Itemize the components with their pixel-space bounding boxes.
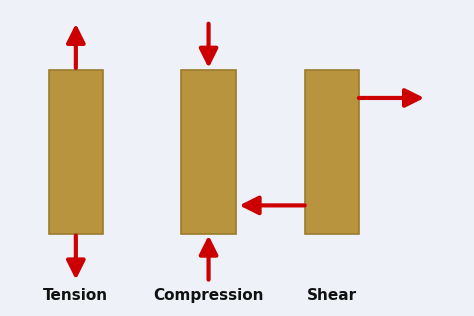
Text: Shear: Shear bbox=[307, 288, 357, 303]
Bar bbox=[48, 70, 103, 234]
Text: Tension: Tension bbox=[43, 288, 109, 303]
Text: Compression: Compression bbox=[153, 288, 264, 303]
Bar bbox=[181, 70, 236, 234]
Bar bbox=[304, 70, 359, 234]
